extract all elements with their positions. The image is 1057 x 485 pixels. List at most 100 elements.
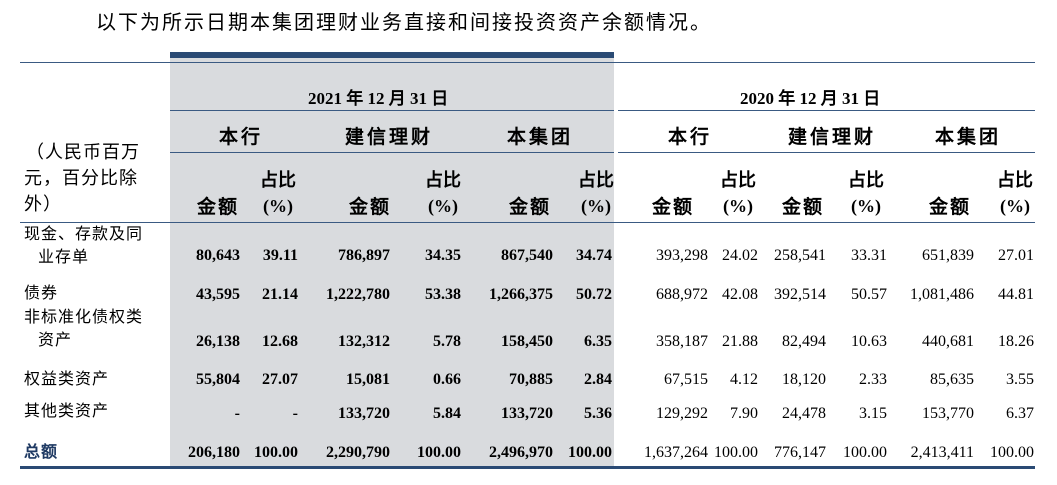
cell-r5-c1: 100.00 — [254, 444, 298, 461]
intro-text: 以下为所示日期本集团理财业务直接和间接投资资产余额情况。 — [96, 12, 712, 34]
cell-r4-c5: 5.36 — [584, 405, 612, 422]
unit-note-line3: 外） — [24, 194, 62, 214]
cell-r5-c0: 206,180 — [188, 444, 240, 461]
cell-r2-c7: 21.88 — [722, 333, 758, 350]
date-2021: 2021 年 12 月 31 日 — [308, 89, 449, 108]
cell-r3-c0: 55,804 — [196, 371, 240, 388]
cell-r4-c1: - — [292, 405, 298, 422]
row-label-1: 债券 — [24, 285, 59, 302]
group-2021-2: 本集团 — [506, 127, 573, 148]
pct-header-line1-0: 占比 — [260, 170, 296, 190]
cell-r3-c10: 85,635 — [930, 371, 974, 388]
cell-r3-c11: 3.55 — [1006, 371, 1034, 388]
cell-r0-c11: 27.01 — [998, 247, 1034, 264]
cell-r3-c9: 2.33 — [859, 371, 887, 388]
pct-header-line1-5: 占比 — [997, 170, 1033, 190]
cell-r3-c3: 0.66 — [433, 371, 461, 388]
cell-r0-c10: 651,839 — [922, 247, 974, 264]
cell-r2-c5: 6.35 — [584, 333, 612, 350]
cell-r2-c8: 82,494 — [782, 333, 826, 350]
cell-r5-c5: 100.00 — [568, 444, 612, 461]
row-label-0: 现金、存款及同 — [24, 226, 144, 243]
cell-r4-c10: 153,770 — [922, 405, 974, 422]
cell-r4-c8: 24,478 — [782, 405, 826, 422]
unit-note-line2: 元，百分比除 — [24, 168, 138, 188]
cell-r0-c8: 258,541 — [774, 247, 826, 264]
cell-r5-c7: 100.00 — [714, 444, 758, 461]
header-bottom-rule — [20, 222, 1035, 223]
cell-r0-c5: 34.74 — [576, 247, 612, 264]
row-label-line2-0: 业存单 — [38, 249, 90, 266]
row-label-3: 权益类资产 — [24, 371, 110, 388]
cell-r3-c8: 18,120 — [782, 371, 826, 388]
cell-r2-c4: 158,450 — [501, 333, 553, 350]
cell-r3-c2: 15,081 — [346, 371, 390, 388]
amount-header-2: 金额 — [508, 197, 551, 218]
cell-r1-c11: 44.81 — [998, 286, 1034, 303]
group-2020-0: 本行 — [667, 127, 712, 148]
pct-header-line2-5: (%) — [1000, 196, 1030, 216]
cell-r3-c7: 4.12 — [730, 371, 758, 388]
cell-r0-c1: 39.11 — [262, 247, 298, 264]
cell-r4-c9: 3.15 — [859, 405, 887, 422]
amount-header-5: 金额 — [928, 197, 971, 218]
cell-r5-c10: 2,413,411 — [910, 444, 974, 461]
cell-r0-c6: 393,298 — [656, 247, 708, 264]
cell-r1-c7: 42.08 — [722, 286, 758, 303]
cell-r0-c2: 786,897 — [338, 247, 390, 264]
row-label-line2-2: 资产 — [38, 332, 73, 349]
pct-header-line1-2: 占比 — [578, 170, 614, 190]
cell-r3-c1: 27.07 — [262, 371, 298, 388]
cell-r2-c9: 10.63 — [851, 333, 887, 350]
row-label-2: 非标准化债权类 — [24, 309, 144, 326]
cell-r5-c3: 100.00 — [417, 444, 461, 461]
cell-r0-c4: 867,540 — [501, 247, 553, 264]
cell-r4-c4: 133,720 — [501, 405, 553, 422]
amount-header-0: 金额 — [196, 197, 239, 218]
cell-r1-c9: 50.57 — [851, 286, 887, 303]
cell-r4-c2: 133,720 — [338, 405, 390, 422]
cell-r3-c5: 2.84 — [584, 371, 612, 388]
cell-r1-c3: 53.38 — [425, 286, 461, 303]
amount-header-3: 金额 — [651, 197, 694, 218]
cell-r1-c10: 1,081,486 — [910, 286, 974, 303]
cell-r2-c10: 440,681 — [922, 333, 974, 350]
rule-2020-date — [618, 110, 1035, 111]
group-2021-0: 本行 — [218, 127, 263, 148]
cell-r4-c3: 5.84 — [433, 405, 461, 422]
header-rule-2021 — [170, 52, 614, 58]
cell-r2-c6: 358,187 — [656, 333, 708, 350]
cell-r0-c7: 24.02 — [722, 247, 758, 264]
pct-header-line1-4: 占比 — [848, 170, 884, 190]
cell-r5-c8: 776,147 — [774, 444, 826, 461]
bottom-rule — [20, 466, 1035, 469]
cell-r1-c0: 43,595 — [196, 286, 240, 303]
cell-r5-c6: 1,637,264 — [644, 444, 708, 461]
cell-r4-c0: - — [234, 405, 240, 422]
cell-r2-c0: 26,138 — [196, 333, 240, 350]
cell-r1-c4: 1,266,375 — [489, 286, 553, 303]
pct-header-line2-3: (%) — [723, 196, 753, 216]
top-rule — [20, 62, 1035, 63]
group-2020-2: 本集团 — [934, 127, 1001, 148]
pct-header-line2-2: (%) — [581, 196, 611, 216]
pct-header-line2-4: (%) — [851, 196, 881, 216]
row-label-4: 其他类资产 — [24, 403, 110, 420]
group-2020-1: 建信理财 — [787, 127, 876, 148]
date-2020: 2020 年 12 月 31 日 — [740, 89, 881, 108]
pct-header-line2-0: (%) — [263, 196, 293, 216]
cell-r4-c7: 7.90 — [730, 405, 758, 422]
rule-2021-date — [170, 110, 614, 111]
rule-2021-groups — [170, 152, 614, 153]
cell-r0-c9: 33.31 — [851, 247, 887, 264]
cell-r5-c4: 2,496,970 — [489, 444, 553, 461]
cell-r1-c8: 392,514 — [774, 286, 826, 303]
shaded-2021-columns — [170, 58, 614, 468]
cell-r1-c2: 1,222,780 — [326, 286, 390, 303]
pct-header-line1-1: 占比 — [425, 170, 461, 190]
cell-r4-c11: 6.37 — [1006, 405, 1034, 422]
cell-r2-c3: 5.78 — [433, 333, 461, 350]
cell-r1-c1: 21.14 — [262, 286, 298, 303]
row-label-5: 总额 — [24, 444, 59, 461]
cell-r4-c6: 129,292 — [656, 405, 708, 422]
